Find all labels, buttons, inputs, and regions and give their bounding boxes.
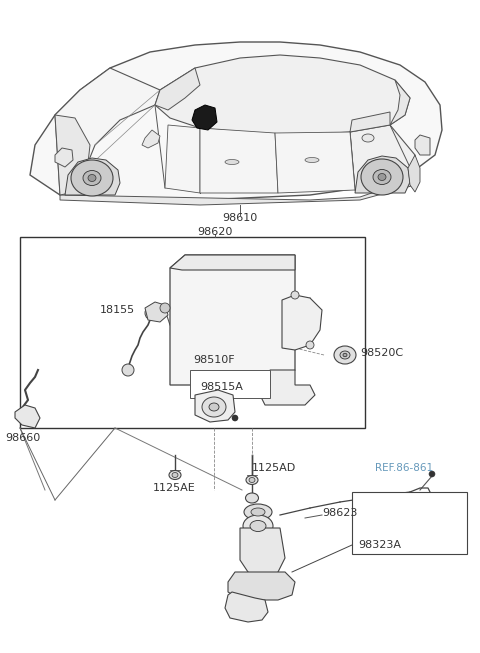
Ellipse shape [71, 160, 113, 196]
Polygon shape [60, 178, 415, 205]
Circle shape [429, 471, 435, 477]
Polygon shape [355, 156, 410, 193]
Ellipse shape [361, 159, 403, 195]
Polygon shape [165, 125, 200, 193]
Polygon shape [55, 68, 160, 195]
Polygon shape [408, 155, 420, 192]
Circle shape [122, 364, 134, 376]
Text: 98660: 98660 [5, 433, 40, 443]
Ellipse shape [246, 475, 258, 485]
Ellipse shape [343, 353, 347, 357]
Polygon shape [195, 390, 235, 422]
Bar [190, 370, 270, 398]
Ellipse shape [243, 515, 273, 537]
Ellipse shape [334, 346, 356, 364]
Polygon shape [55, 148, 73, 167]
Polygon shape [350, 125, 415, 190]
Text: 98623: 98623 [322, 508, 358, 518]
Ellipse shape [378, 174, 386, 180]
Polygon shape [65, 158, 120, 195]
Polygon shape [170, 255, 295, 270]
Polygon shape [200, 128, 278, 193]
Ellipse shape [250, 520, 266, 532]
Text: REF.86-861: REF.86-861 [375, 463, 433, 473]
Polygon shape [142, 130, 160, 148]
Ellipse shape [88, 174, 96, 182]
Polygon shape [415, 135, 430, 155]
Polygon shape [15, 405, 40, 428]
Ellipse shape [83, 170, 101, 185]
Ellipse shape [373, 170, 391, 185]
Circle shape [291, 291, 299, 299]
Polygon shape [240, 528, 285, 578]
Circle shape [145, 306, 159, 320]
Ellipse shape [225, 159, 239, 165]
Text: 1125AE: 1125AE [153, 483, 196, 493]
Ellipse shape [244, 504, 272, 520]
Text: 98610: 98610 [222, 213, 258, 223]
Text: 98520C: 98520C [360, 348, 403, 358]
Polygon shape [275, 132, 355, 193]
Ellipse shape [202, 397, 226, 417]
Polygon shape [228, 572, 295, 600]
Ellipse shape [172, 473, 178, 477]
Polygon shape [350, 112, 390, 132]
Ellipse shape [169, 471, 181, 479]
Ellipse shape [251, 508, 265, 516]
Text: 18155: 18155 [100, 305, 135, 315]
Polygon shape [145, 302, 168, 322]
Polygon shape [192, 105, 217, 130]
Ellipse shape [209, 403, 219, 411]
Ellipse shape [245, 493, 259, 503]
Bar [352, 492, 467, 554]
Polygon shape [155, 55, 410, 135]
Bar [20, 237, 365, 428]
Circle shape [160, 303, 170, 313]
Ellipse shape [305, 157, 319, 163]
Circle shape [306, 341, 314, 349]
Text: 98323A: 98323A [358, 540, 401, 550]
Polygon shape [225, 592, 268, 622]
Ellipse shape [340, 351, 350, 359]
Polygon shape [282, 295, 322, 350]
Text: 98510F: 98510F [193, 355, 235, 365]
Polygon shape [260, 370, 315, 405]
Ellipse shape [153, 304, 163, 312]
Text: 1125AD: 1125AD [252, 463, 296, 473]
Circle shape [232, 415, 238, 421]
Ellipse shape [362, 134, 374, 142]
Polygon shape [155, 68, 200, 110]
Text: 98620: 98620 [197, 227, 233, 237]
Polygon shape [390, 80, 410, 125]
Polygon shape [55, 115, 90, 195]
Polygon shape [30, 42, 442, 200]
Text: 98515A: 98515A [200, 382, 243, 392]
Polygon shape [170, 255, 295, 385]
Ellipse shape [249, 477, 255, 483]
